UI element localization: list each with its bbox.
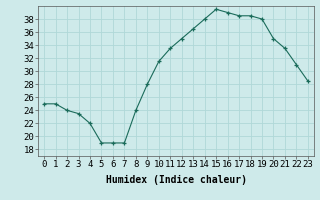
X-axis label: Humidex (Indice chaleur): Humidex (Indice chaleur) xyxy=(106,175,246,185)
